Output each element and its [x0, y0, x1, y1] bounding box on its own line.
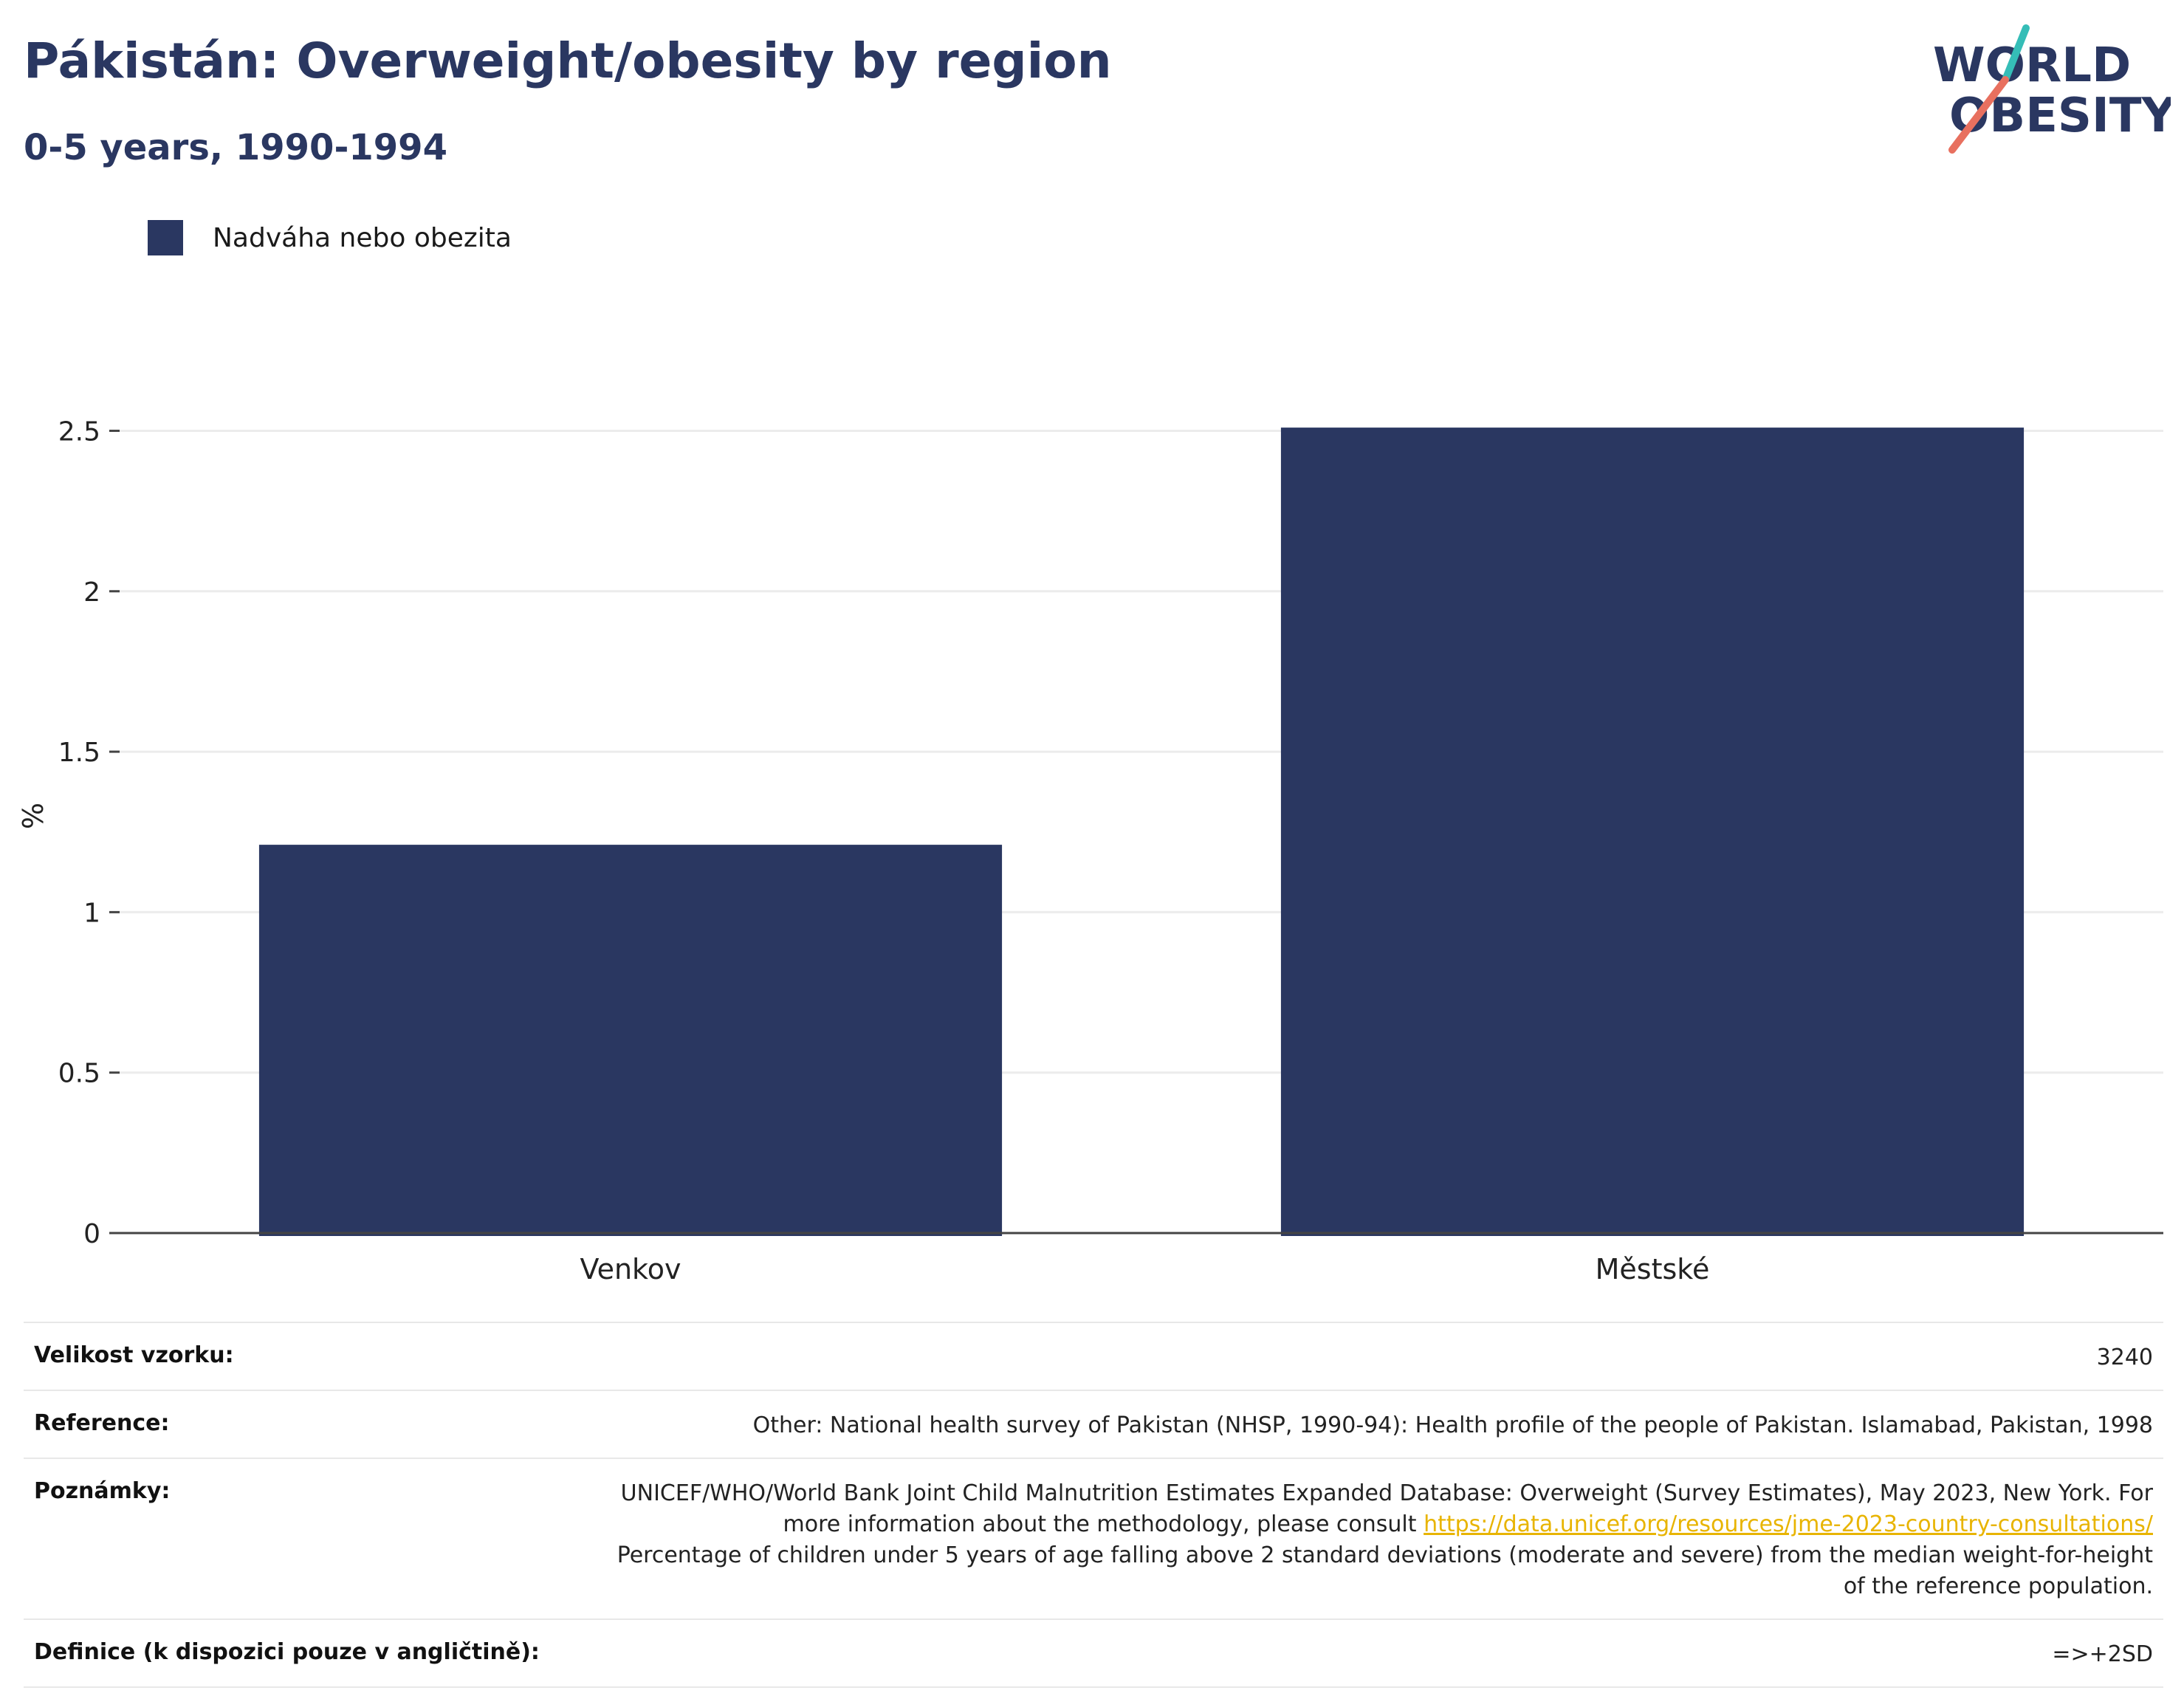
x-axis-labels: Venkov Městské	[580, 1253, 1710, 1285]
logo-line-world: WORLD	[1933, 38, 2131, 93]
meta-row-definition: Definice (k dispozici pouze v angličtině…	[24, 1618, 2163, 1688]
y-tick-label: 2	[83, 577, 100, 608]
page-title: Pákistán: Overweight/obesity by region	[24, 32, 1112, 89]
y-tick-label: 1	[83, 898, 100, 928]
definition-label: Definice (k dispozici pouze v angličtině…	[34, 1639, 540, 1665]
y-tick-label: 1.5	[58, 738, 100, 768]
bars	[258, 428, 2025, 1236]
meta-row-reference: Reference: Other: National health survey…	[24, 1390, 2163, 1458]
y-tick-label: 2.5	[58, 416, 100, 447]
notes-text-2: Percentage of children under 5 years of …	[617, 1542, 2153, 1599]
bar-2[interactable]	[1280, 428, 2025, 1236]
y-axis-label: %	[17, 803, 49, 829]
page-subtitle: 0-5 years, 1990-1994	[24, 127, 447, 168]
legend-label: Nadváha nebo obezita	[213, 222, 512, 253]
bar-chart: 0 0.5 1 1.5 2 2.5 Venkov Městské %	[17, 416, 2163, 1285]
methodology-link[interactable]: https://data.unicef.org/resources/jme-20…	[1424, 1511, 2153, 1537]
logo-slash-teal	[2002, 24, 2030, 83]
y-tick-label: 0	[83, 1219, 100, 1249]
metadata-table: Velikost vzorku: 3240 Reference: Other: …	[24, 1322, 2163, 1688]
legend-swatch	[148, 220, 183, 255]
logo-slash-coral	[1948, 76, 2009, 154]
notes-text-1: UNICEF/WHO/World Bank Joint Child Malnut…	[620, 1480, 2153, 1537]
y-axis-ticks: 0 0.5 1 1.5 2 2.5	[58, 416, 100, 1249]
logo-line-obesity: OBESITY	[1949, 89, 2171, 143]
definition-value: =>+2SD	[2052, 1641, 2153, 1667]
reference-label: Reference:	[34, 1410, 170, 1436]
chart-legend: Nadváha nebo obezita	[148, 220, 512, 255]
meta-row-notes: Poznámky: UNICEF/WHO/World Bank Joint Ch…	[24, 1458, 2163, 1618]
y-tick-label: 0.5	[58, 1059, 100, 1089]
x-category-label: Městské	[1596, 1253, 1710, 1285]
bar-1[interactable]	[258, 845, 1003, 1236]
world-obesity-logo: WORLD OBESITY	[1933, 24, 2171, 154]
sample-size-value: 3240	[2096, 1345, 2153, 1370]
notes-label: Poznámky:	[34, 1478, 171, 1504]
sample-size-label: Velikost vzorku:	[34, 1342, 234, 1368]
reference-value: Other: National health survey of Pakista…	[752, 1412, 2153, 1438]
meta-row-sample-size: Velikost vzorku: 3240	[24, 1322, 2163, 1390]
x-category-label: Venkov	[580, 1253, 681, 1285]
notes-value: UNICEF/WHO/World Bank Joint Child Malnut…	[602, 1478, 2153, 1602]
